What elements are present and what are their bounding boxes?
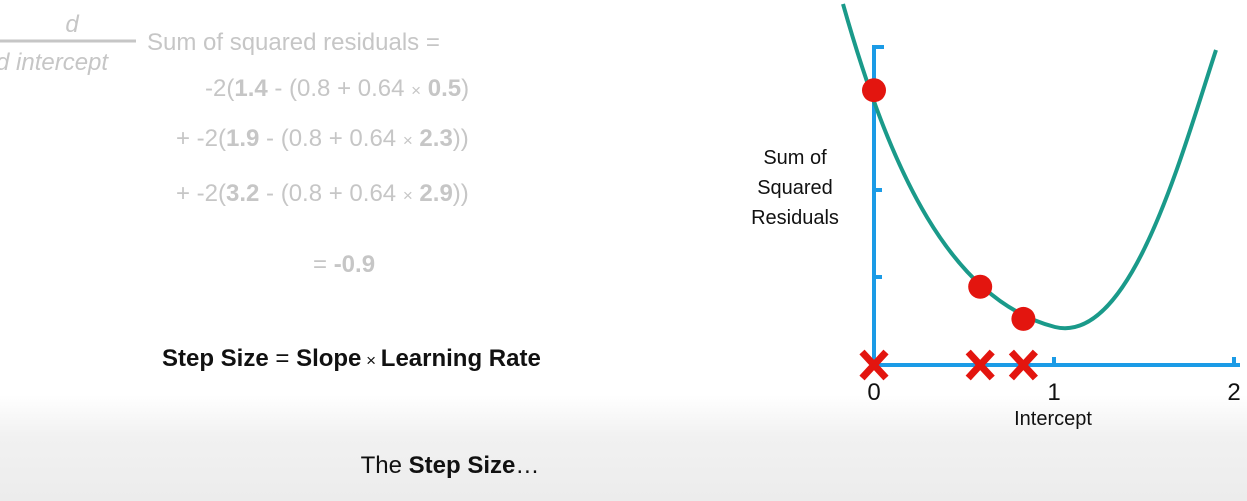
term: + -2(1.9 - (0.8 + 0.64 × 2.3))	[176, 125, 469, 152]
point	[968, 274, 993, 299]
x-marker	[965, 349, 995, 381]
point	[1011, 306, 1036, 331]
y-label: Squared	[757, 177, 833, 199]
d-numerator: d	[65, 11, 79, 38]
y-label: Residuals	[751, 207, 839, 229]
x-tick-label: 0	[867, 379, 880, 406]
result: = -0.9	[313, 251, 375, 278]
x-marker	[859, 349, 889, 381]
step-size-formula: Step Size = Slope × Learning Rate	[162, 345, 541, 372]
plot: Sum of Squared Residuals Intercept 0 1 2	[751, 3, 1241, 430]
ssr-curve	[841, 3, 1218, 331]
y-label: Sum of	[763, 147, 827, 169]
x-tick-label: 2	[1227, 379, 1240, 406]
d-denominator: d intercept	[0, 49, 109, 76]
term: -2(1.4 - (0.8 + 0.64 × 0.5)	[205, 75, 469, 102]
x-tick-label: 1	[1047, 379, 1060, 406]
x-label: Intercept	[1014, 408, 1092, 430]
x-marker	[1008, 349, 1038, 381]
point	[862, 78, 886, 103]
derivative-label: Sum of squared residuals =	[147, 29, 440, 56]
term: + -2(3.2 - (0.8 + 0.64 × 2.9))	[176, 180, 469, 207]
caption-band	[0, 395, 1247, 501]
caption: The Step Size…	[361, 452, 540, 479]
